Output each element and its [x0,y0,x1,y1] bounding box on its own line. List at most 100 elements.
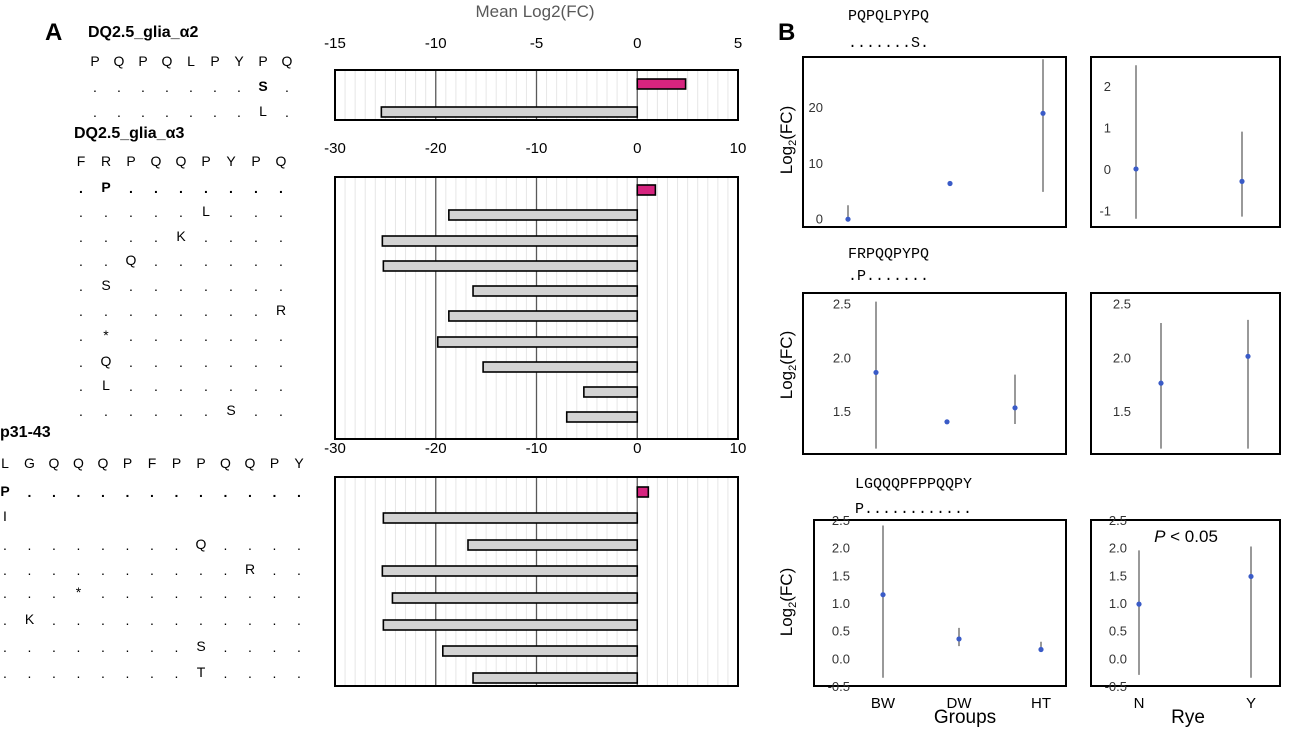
p31-match-dot: . [3,537,7,553]
p31-match-dot: . [126,612,130,628]
b1r-mean-point [1239,178,1245,184]
alpha3-match-dot: . [179,328,183,344]
alpha3-plot-frame [334,176,739,440]
b1-peptide: PQPQLPYPQ [848,8,929,25]
b3-peptide-mask: P............ [855,501,972,518]
p31-seq-residue: P [123,455,132,471]
alpha3-substitution: * [103,327,109,343]
alpha3-match-dot: . [229,229,233,245]
p31-match-dot: . [224,612,228,628]
alpha3-match-dot: . [229,180,233,196]
p31-match-dot: . [126,585,130,601]
p31-match-dot: . [101,585,105,601]
b1r-y-tick-label: 1 [1104,120,1111,135]
p31-substitution: I [3,508,7,524]
p31-match-dot: . [101,612,105,628]
alpha3-bar [565,411,639,423]
p31-seq-residue: Q [49,455,60,471]
alpha3-match-dot: . [254,328,258,344]
alpha3-seq-residue: P [201,153,210,169]
b3r-y-tick-label: 0.0 [1109,651,1127,666]
alpha3-match-dot: . [204,180,208,196]
p31-seq-residue: P [172,455,181,471]
alpha2-x-tick-label: -5 [530,35,543,52]
alpha3-match-dot: . [179,403,183,419]
p31-bar [381,565,639,577]
p31-match-dot: . [248,585,252,601]
alpha3-x-tick-label: -20 [425,140,447,157]
alpha2-match-dot: . [141,104,145,120]
alpha2-bar [380,106,639,118]
p31-match-dot: . [224,585,228,601]
alpha3-match-dot: . [229,378,233,394]
alpha2-match-dot: . [237,79,241,95]
p31-substitution: S [196,638,205,654]
b1-groups-boxplot: 0 10 20 [802,56,1067,228]
p31-match-dot: . [77,612,81,628]
alpha3-match-dot: . [279,180,283,196]
p31-match-dot: . [297,562,301,578]
b1r-y-tick-label: -1 [1099,203,1111,218]
alpha3-match-dot: . [154,204,158,220]
alpha3-substitution: R [276,302,286,318]
alpha3-bar [448,209,639,221]
alpha3-match-dot: . [179,378,183,394]
p31-match-dot: . [248,665,252,681]
b3r-x-tick-label: N [1134,695,1145,712]
p31-plot-frame [334,476,739,687]
alpha3-match-dot: . [254,253,258,269]
alpha3-substitution: S [101,277,110,293]
b1-rye-boxplot: -1 0 1 2 [1090,56,1281,228]
b3-rye-boxplot: -0.5 0.0 0.5 1.0 1.5 2.0 2.5 N Y [1090,513,1281,712]
b3r-mean-point [1136,601,1142,607]
p31-match-dot: . [248,484,252,500]
p31-match-dot: . [297,665,301,681]
p31-match-dot: . [28,484,32,500]
alpha2-match-dot: . [93,79,97,95]
b3g-y-tick-label: 1.5 [832,568,850,583]
alpha3-substitution: K [176,228,186,244]
alpha3-match-dot: . [179,278,183,294]
alpha3-bar [482,361,639,373]
b3r-y-tick-label: 1.0 [1109,596,1127,611]
alpha3-match-dot: . [204,328,208,344]
p31-match-dot: . [126,484,130,500]
alpha3-match-dot: . [154,180,158,196]
b3r-y-tick-label: 2.5 [1109,513,1127,528]
p31-seq-residue: P [196,455,205,471]
p31-match-dot: . [28,562,32,578]
alpha3-match-dot: . [154,278,158,294]
alpha3-match-dot: . [179,204,183,220]
alpha3-bar [436,336,639,348]
alpha3-match-dot: . [154,403,158,419]
alpha3-match-dot: . [179,354,183,370]
p31-43-bar-chart: -30 -20 -10 0 10 [324,440,746,687]
alpha3-match-dot: . [154,328,158,344]
alpha3-match-dot: . [129,378,133,394]
b1g-mean-point [947,180,953,187]
p31-match-dot: . [224,484,228,500]
b2-y-axis-title: Log2(FC) [777,331,799,399]
p31-match-dot: . [273,639,277,655]
p31-bar [442,645,639,657]
alpha3-match-dot: . [229,303,233,319]
p31-seq-residue: Y [294,455,304,471]
p31-match-dot: . [150,612,154,628]
alpha2-seq-residue: Q [282,53,293,69]
p-value-annotation: P < 0.05 [1154,527,1218,546]
b1g-mean-point [845,216,851,222]
alpha3-match-dot: . [254,303,258,319]
alpha3-seq-residue: Q [276,153,287,169]
alpha3-match-dot: . [279,229,283,245]
alpha2-match-dot: . [213,104,217,120]
p31-match-dot: . [150,585,154,601]
p31-match-dot: . [3,585,7,601]
p31-match-dot: . [175,484,179,500]
alpha3-seq-residue: Q [151,153,162,169]
p31-match-dot: . [297,585,301,601]
alpha2-seq-residue: Q [162,53,173,69]
alpha3-match-dot: . [154,378,158,394]
alpha3-match-dot: . [279,354,283,370]
alpha3-match-dot: . [129,204,133,220]
panel-label-b: B [778,19,795,46]
